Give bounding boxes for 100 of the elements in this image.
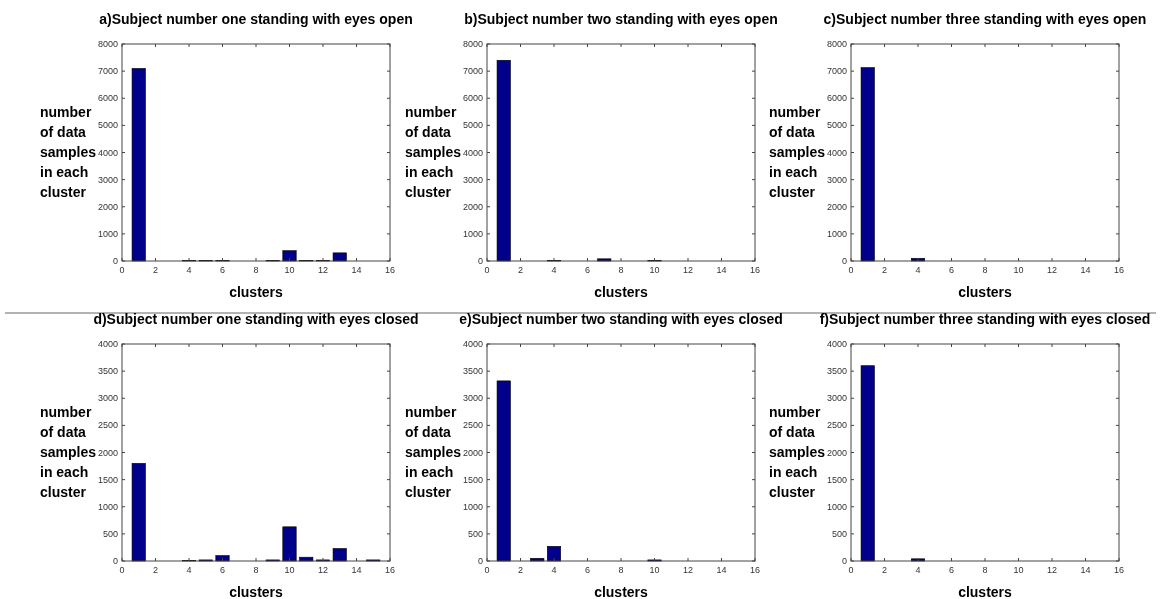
- y-axis-title: number of data samples in each cluster: [769, 103, 826, 200]
- y-tick-label: 8000: [97, 39, 118, 49]
- y-tick-label: 4000: [826, 147, 847, 158]
- x-tick-label: 16: [749, 265, 761, 275]
- y-tick-label: 3000: [826, 393, 847, 404]
- y-tick-label: 7000: [826, 66, 847, 77]
- y-axis-title: number of data samples in each cluster: [405, 103, 462, 200]
- y-tick-label: 4000: [462, 339, 483, 349]
- x-tick-label: 12: [317, 565, 329, 575]
- x-tick-label: 10: [649, 265, 660, 275]
- chart-title: d)Subject number one standing with eyes closed: [93, 311, 419, 327]
- y-tick-label: 1000: [97, 228, 118, 239]
- x-tick-label: 6: [219, 565, 226, 575]
- x-tick-label: 12: [1046, 265, 1058, 275]
- y-tick-label: 4000: [97, 147, 118, 158]
- y-tick-label: 1500: [826, 474, 847, 485]
- x-tick-label: 4: [551, 265, 557, 275]
- y-tick-label: 1500: [97, 474, 118, 485]
- x-tick-label: 14: [1080, 565, 1091, 575]
- y-tick-label: 2000: [826, 201, 847, 212]
- y-tick-label: 1500: [462, 474, 483, 485]
- y-tick-label: 1000: [826, 228, 847, 239]
- y-tick-label: 2500: [97, 420, 118, 431]
- y-tick-label: 8000: [826, 39, 847, 49]
- x-tick-label: 10: [284, 565, 295, 575]
- x-tick-label: 10: [649, 565, 660, 575]
- y-tick-label: 5000: [462, 120, 483, 131]
- y-tick-label: 3500: [826, 366, 847, 377]
- x-tick-label: 4: [915, 265, 921, 275]
- y-tick-label: 0: [477, 256, 483, 266]
- y-tick-label: 7000: [97, 66, 118, 77]
- y-tick-label: 6000: [826, 93, 847, 104]
- x-tick-label: 6: [948, 565, 955, 575]
- y-tick-label: 6000: [462, 93, 483, 104]
- y-tick-label: 6000: [97, 93, 118, 104]
- y-tick-label: 2500: [826, 420, 847, 431]
- x-tick-label: 14: [716, 565, 727, 575]
- y-tick-label: 7000: [462, 66, 483, 77]
- x-tick-label: 12: [317, 265, 329, 275]
- x-tick-label: 14: [351, 565, 362, 575]
- y-tick-label: 4000: [826, 339, 847, 349]
- x-tick-label: 4: [551, 565, 557, 575]
- y-tick-label: 0: [841, 556, 847, 566]
- y-tick-label: 2000: [462, 447, 483, 458]
- x-tick-label: 0: [848, 565, 854, 575]
- y-tick-label: 2500: [462, 420, 483, 431]
- y-tick-label: 3500: [462, 366, 483, 377]
- x-tick-label: 8: [253, 565, 259, 575]
- x-tick-label: 2: [152, 265, 159, 275]
- y-tick-label: 500: [102, 528, 118, 539]
- x-tick-label: 14: [716, 265, 727, 275]
- y-tick-label: 5000: [826, 120, 847, 131]
- x-tick-label: 0: [848, 265, 854, 275]
- x-tick-label: 12: [682, 265, 694, 275]
- y-tick-label: 3500: [97, 366, 118, 377]
- y-tick-label: 1000: [462, 228, 483, 239]
- y-tick-label: 3000: [462, 174, 483, 185]
- chart-title: c)Subject number three standing with eyes open: [823, 11, 1147, 27]
- x-tick-label: 2: [517, 265, 524, 275]
- y-tick-label: 2000: [462, 201, 483, 212]
- x-tick-label: 0: [119, 565, 125, 575]
- x-axis-title: clusters: [594, 284, 649, 300]
- chart-title: b)Subject number two standing with eyes open: [464, 11, 778, 27]
- x-axis-title: clusters: [229, 584, 284, 599]
- x-tick-label: 6: [584, 265, 591, 275]
- y-tick-label: 3000: [97, 393, 118, 404]
- y-tick-label: 3000: [826, 174, 847, 185]
- x-axis-title: clusters: [958, 584, 1013, 599]
- x-tick-label: 0: [119, 265, 125, 275]
- x-tick-label: 8: [253, 265, 259, 275]
- x-tick-label: 16: [384, 565, 396, 575]
- y-tick-label: 1000: [462, 501, 483, 512]
- y-tick-label: 4000: [97, 339, 118, 349]
- y-tick-label: 2000: [97, 201, 118, 212]
- chart-title: a)Subject number one standing with eyes open: [99, 11, 413, 27]
- x-tick-label: 10: [1013, 565, 1024, 575]
- x-tick-label: 16: [384, 265, 396, 275]
- x-tick-label: 4: [186, 265, 192, 275]
- x-tick-label: 2: [517, 565, 524, 575]
- y-tick-label: 8000: [462, 39, 483, 49]
- x-tick-label: 2: [881, 565, 888, 575]
- x-tick-label: 16: [1113, 265, 1125, 275]
- x-tick-label: 0: [484, 565, 490, 575]
- x-tick-label: 12: [682, 565, 694, 575]
- x-tick-label: 2: [152, 565, 159, 575]
- chart-title: e)Subject number two standing with eyes closed: [459, 311, 783, 327]
- y-tick-label: 0: [112, 556, 118, 566]
- x-tick-label: 6: [219, 265, 226, 275]
- y-tick-label: 500: [467, 528, 483, 539]
- y-tick-label: 0: [477, 556, 483, 566]
- y-tick-label: 3000: [462, 393, 483, 404]
- y-tick-label: 500: [831, 528, 847, 539]
- y-tick-label: 1000: [97, 501, 118, 512]
- y-tick-label: 4000: [462, 147, 483, 158]
- y-axis-title: number of data samples in each cluster: [769, 403, 826, 500]
- x-axis-title: clusters: [594, 584, 649, 599]
- y-tick-label: 2000: [97, 447, 118, 458]
- x-tick-label: 10: [284, 265, 295, 275]
- y-tick-label: 0: [841, 256, 847, 266]
- x-tick-label: 8: [982, 565, 988, 575]
